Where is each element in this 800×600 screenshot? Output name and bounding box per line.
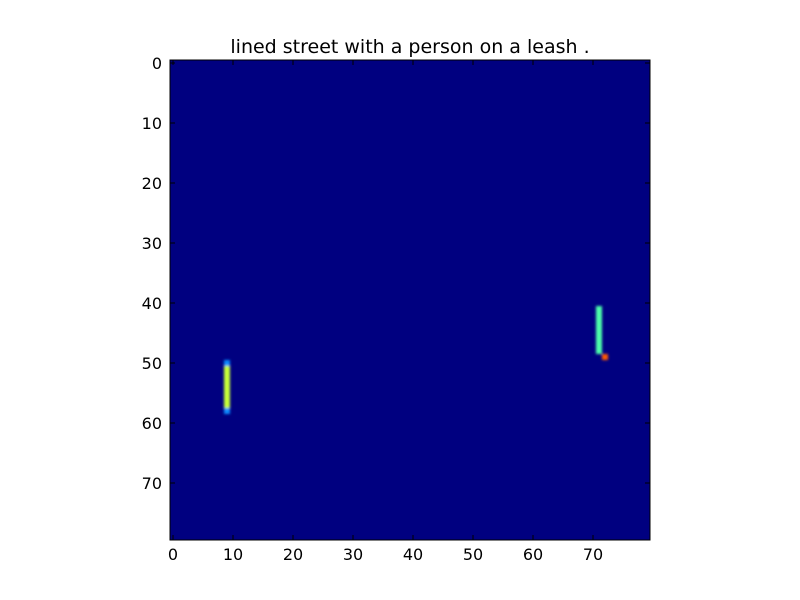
- chart-title: lined street with a person on a leash .: [230, 36, 589, 58]
- y-tick-label-0: 0: [152, 54, 162, 73]
- x-tick-label-30: 30: [343, 545, 363, 564]
- x-tick-label-10: 10: [223, 545, 243, 564]
- x-tick-label-20: 20: [283, 545, 303, 564]
- heatmap-background: [170, 60, 650, 540]
- heatmap-plot: [170, 60, 650, 540]
- x-tick-label-60: 60: [523, 545, 543, 564]
- axis-ticks: 0 10 20 30 40 50 60 70 0 10 20 30 40 50 60 70: [142, 54, 650, 564]
- y-tick-label-20: 20: [142, 174, 162, 193]
- plot-frame: [169, 59, 651, 541]
- x-tick-label-70: 70: [583, 545, 603, 564]
- heatmap-cell-left-bar-core: [224, 366, 230, 408]
- y-tick-label-60: 60: [142, 414, 162, 433]
- x-tick-label-50: 50: [463, 545, 483, 564]
- heatmap-cell-left-bar-edge-top: [224, 360, 230, 366]
- heatmap-cells: [224, 306, 608, 414]
- y-tick-label-40: 40: [142, 294, 162, 313]
- heatmap-cell-right-bar-core: [596, 306, 602, 354]
- y-tick-label-30: 30: [142, 234, 162, 253]
- x-tick-label-40: 40: [403, 545, 423, 564]
- y-tick-label-70: 70: [142, 474, 162, 493]
- heatmap-cell-left-bar-edge-bottom: [224, 408, 230, 414]
- x-tick-label-0: 0: [168, 545, 178, 564]
- y-tick-label-50: 50: [142, 354, 162, 373]
- heatmap-cell-right-bar-tip: [602, 354, 608, 360]
- y-tick-label-10: 10: [142, 114, 162, 133]
